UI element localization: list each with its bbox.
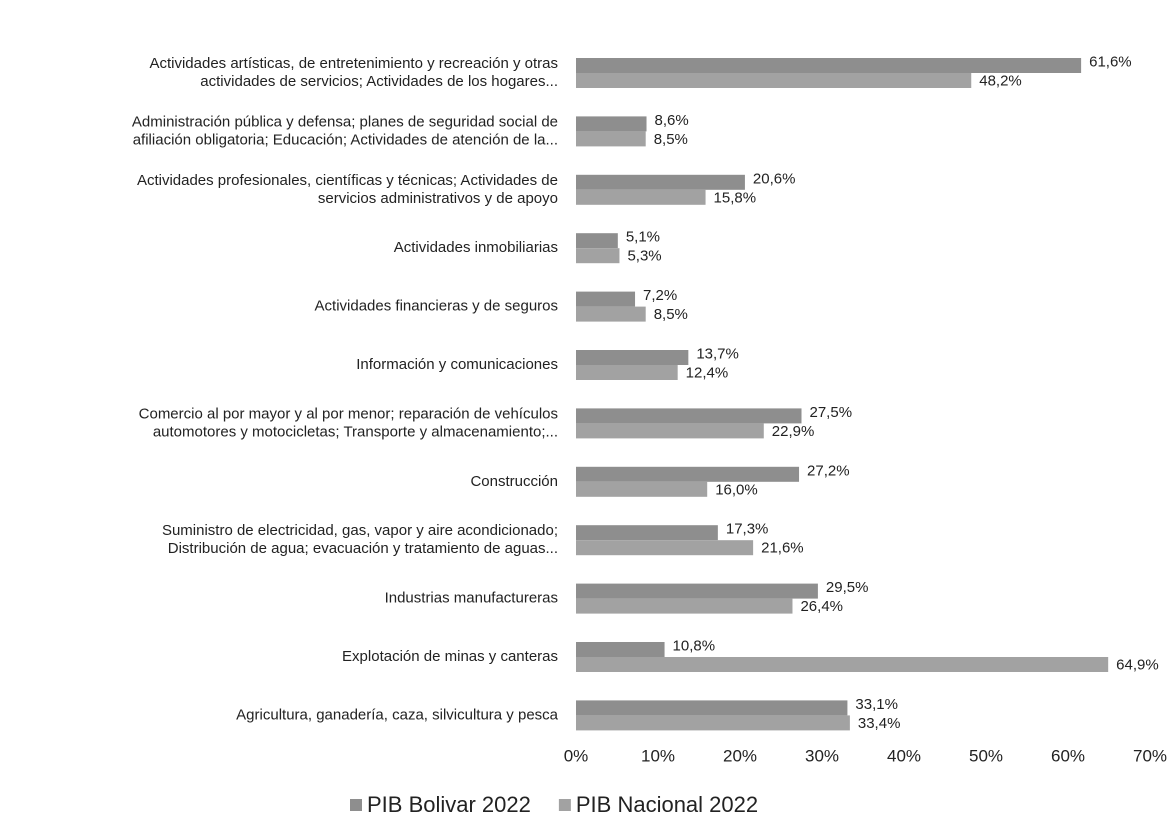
value-label: 64,9% (1116, 656, 1159, 673)
x-tick-label: 30% (805, 746, 839, 765)
legend-swatch (558, 799, 571, 811)
category-label: Comercio al por mayor y al por menor; re… (139, 405, 558, 440)
value-label: 8,5% (654, 306, 688, 323)
category-label: Información y comunicaciones (356, 356, 558, 373)
x-tick-label: 20% (723, 746, 757, 765)
legend-label: PIB Bolivar 2022 (367, 792, 531, 817)
bar (576, 408, 802, 424)
bar (576, 423, 764, 439)
bar (576, 525, 718, 541)
value-label: 12,4% (686, 364, 729, 381)
value-label: 26,4% (800, 598, 843, 615)
value-label: 15,8% (714, 189, 757, 206)
category-label: Agricultura, ganadería, caza, silvicultu… (236, 706, 558, 723)
value-label: 27,2% (807, 462, 850, 479)
value-label: 8,5% (654, 131, 688, 148)
legend-swatch (350, 799, 362, 811)
bar (576, 583, 818, 599)
category-label: Administración pública y defensa; planes… (132, 113, 558, 148)
category-label: Industrias manufactureras (385, 590, 558, 607)
category-label: Suministro de electricidad, gas, vapor y… (162, 522, 558, 557)
value-label: 33,1% (855, 696, 898, 713)
bar (576, 174, 745, 190)
value-label: 29,5% (826, 579, 869, 596)
value-label: 5,1% (626, 229, 660, 246)
legend-label: PIB Nacional 2022 (576, 792, 758, 817)
x-tick-label: 40% (887, 746, 921, 765)
value-label: 21,6% (761, 540, 804, 557)
value-label: 48,2% (979, 72, 1022, 89)
value-label: 20,6% (753, 170, 796, 187)
x-tick-label: 70% (1133, 746, 1167, 765)
category-label: Construcción (470, 473, 558, 490)
bar (576, 233, 618, 249)
bar (576, 189, 706, 205)
category-label: Explotación de minas y canteras (342, 648, 558, 665)
bar (576, 291, 636, 307)
bar (576, 58, 1082, 73)
bar (576, 657, 1109, 672)
bar (576, 131, 646, 147)
value-label: 27,5% (810, 404, 853, 421)
value-label: 17,3% (726, 521, 769, 538)
x-tick-label: 0% (564, 746, 589, 765)
value-label: 5,3% (627, 248, 661, 265)
value-label: 7,2% (643, 287, 677, 304)
category-label: Actividades financieras y de seguros (315, 298, 558, 315)
value-label: 33,4% (858, 715, 901, 732)
bar (576, 116, 647, 132)
category-label: Actividades inmobiliarias (394, 239, 558, 256)
x-tick-label: 60% (1051, 746, 1085, 765)
bar (576, 700, 848, 716)
bar (576, 466, 800, 482)
bar (576, 248, 620, 264)
bar (576, 73, 972, 88)
bar (576, 481, 708, 497)
value-label: 8,6% (655, 112, 689, 129)
bar (576, 598, 793, 614)
bar (576, 540, 754, 556)
bar (576, 350, 689, 365)
x-tick-label: 50% (969, 746, 1003, 765)
bar (576, 306, 646, 322)
bar (576, 642, 665, 657)
value-label: 16,0% (715, 481, 758, 498)
x-tick-label: 10% (641, 746, 675, 765)
bar (576, 715, 850, 731)
value-label: 13,7% (696, 345, 739, 362)
value-label: 61,6% (1089, 53, 1132, 70)
bar (576, 365, 678, 380)
category-label: Actividades profesionales, científicas y… (137, 172, 558, 207)
category-label: Actividades artísticas, de entretenimien… (149, 55, 558, 90)
value-label: 10,8% (673, 637, 716, 654)
value-label: 22,9% (772, 423, 815, 440)
